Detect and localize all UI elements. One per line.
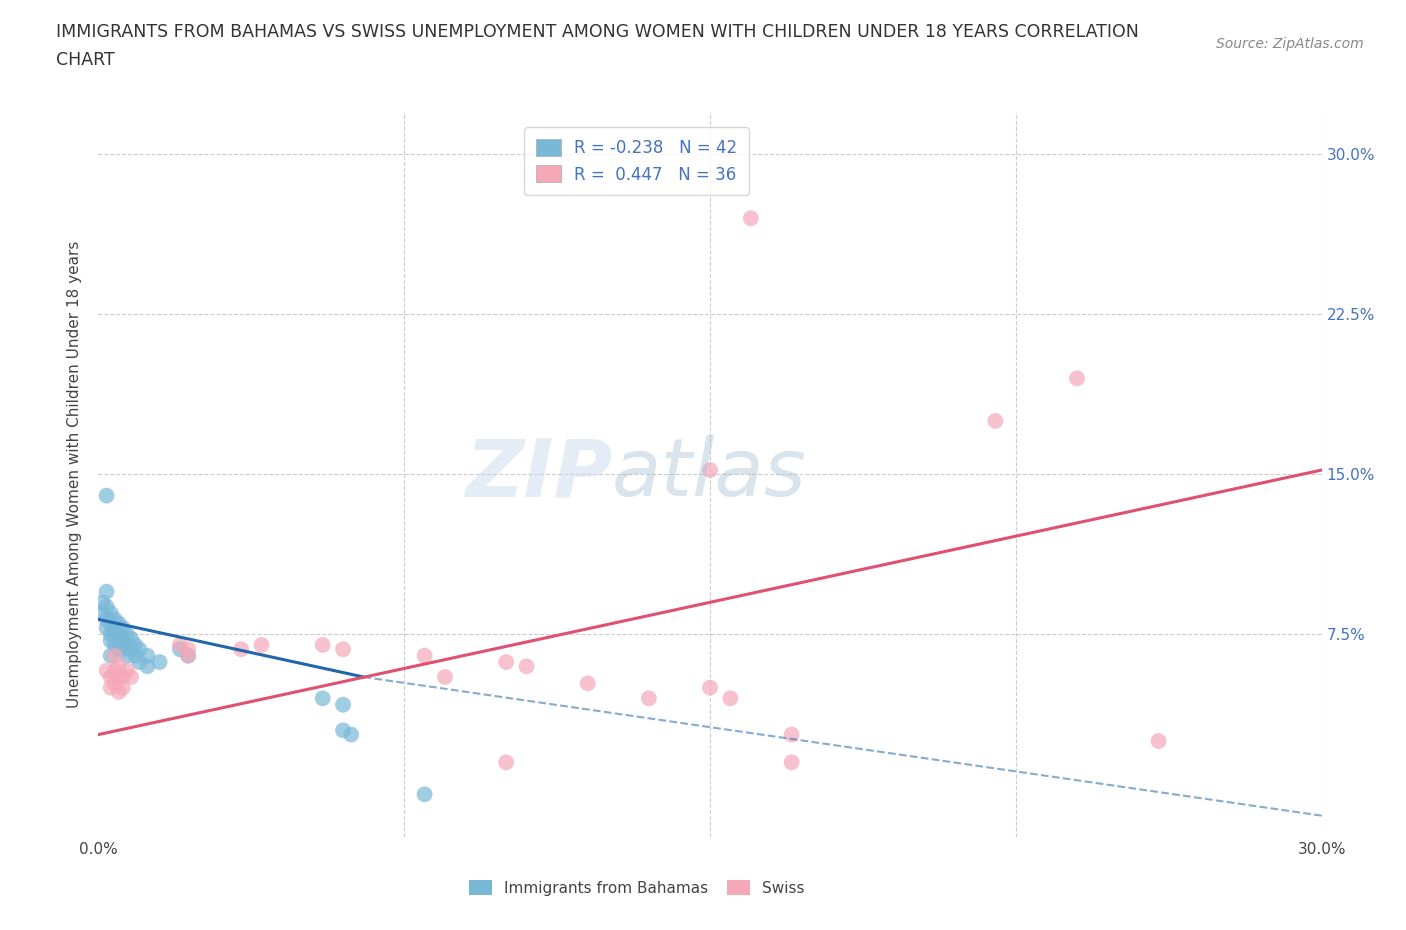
Point — [177, 648, 200, 663]
Point — [96, 488, 118, 503]
Point — [250, 638, 273, 653]
Point — [149, 655, 172, 670]
Point — [413, 648, 436, 663]
Point — [780, 727, 803, 742]
Point — [111, 670, 134, 684]
Text: CHART: CHART — [56, 51, 115, 69]
Point — [104, 627, 127, 642]
Point — [100, 633, 122, 648]
Legend: Immigrants from Bahamas, Swiss: Immigrants from Bahamas, Swiss — [463, 873, 810, 902]
Point — [115, 663, 138, 678]
Point — [111, 642, 134, 657]
Point — [120, 642, 142, 657]
Point — [495, 655, 517, 670]
Point — [104, 638, 127, 653]
Point — [100, 627, 122, 642]
Point — [169, 642, 191, 657]
Point — [104, 663, 127, 678]
Point — [108, 633, 131, 648]
Point — [516, 658, 538, 673]
Point — [108, 642, 131, 657]
Point — [699, 680, 721, 695]
Point — [231, 642, 253, 657]
Point — [340, 727, 363, 742]
Point — [984, 414, 1007, 429]
Point — [740, 211, 762, 226]
Text: ZIP: ZIP — [465, 435, 612, 513]
Point — [100, 605, 122, 620]
Point — [128, 642, 150, 657]
Point — [434, 670, 457, 684]
Point — [1066, 371, 1088, 386]
Point — [1147, 734, 1170, 749]
Point — [115, 638, 138, 653]
Point — [96, 620, 118, 635]
Point — [413, 787, 436, 802]
Point — [177, 648, 200, 663]
Point — [120, 631, 142, 646]
Point — [332, 723, 354, 737]
Point — [169, 638, 191, 653]
Point — [780, 755, 803, 770]
Point — [108, 670, 131, 684]
Point — [91, 605, 114, 620]
Point — [96, 612, 118, 627]
Point — [108, 658, 131, 673]
Point — [108, 617, 131, 631]
Text: atlas: atlas — [612, 435, 807, 513]
Point — [312, 691, 335, 706]
Point — [638, 691, 661, 706]
Point — [128, 655, 150, 670]
Point — [312, 638, 335, 653]
Point — [104, 648, 127, 663]
Point — [100, 670, 122, 684]
Point — [104, 612, 127, 627]
Text: IMMIGRANTS FROM BAHAMAS VS SWISS UNEMPLOYMENT AMONG WOMEN WITH CHILDREN UNDER 18: IMMIGRANTS FROM BAHAMAS VS SWISS UNEMPLO… — [56, 23, 1139, 41]
Point — [720, 691, 742, 706]
Point — [120, 670, 142, 684]
Point — [111, 680, 134, 695]
Point — [104, 676, 127, 691]
Point — [124, 648, 146, 663]
Point — [136, 658, 159, 673]
Point — [111, 620, 134, 635]
Point — [96, 599, 118, 614]
Point — [576, 676, 599, 691]
Point — [96, 584, 118, 599]
Point — [100, 680, 122, 695]
Point — [136, 648, 159, 663]
Text: Source: ZipAtlas.com: Source: ZipAtlas.com — [1216, 37, 1364, 51]
Point — [111, 631, 134, 646]
Y-axis label: Unemployment Among Women with Children Under 18 years: Unemployment Among Women with Children U… — [67, 241, 83, 708]
Point — [495, 755, 517, 770]
Point — [124, 638, 146, 653]
Point — [91, 595, 114, 610]
Point — [332, 642, 354, 657]
Point — [96, 663, 118, 678]
Point — [115, 648, 138, 663]
Point — [108, 684, 131, 699]
Point — [115, 627, 138, 642]
Point — [699, 462, 721, 477]
Point — [177, 642, 200, 657]
Point — [108, 627, 131, 642]
Point — [100, 648, 122, 663]
Point — [104, 620, 127, 635]
Point — [332, 698, 354, 712]
Point — [100, 617, 122, 631]
